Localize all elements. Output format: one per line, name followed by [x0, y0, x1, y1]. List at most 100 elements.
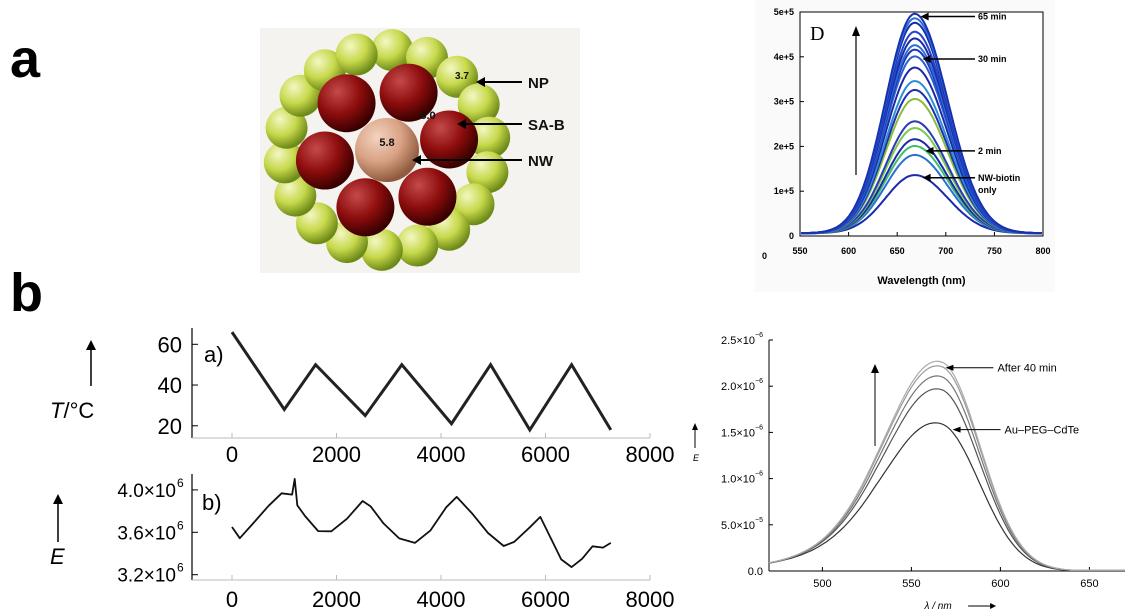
chart-d-annotation-arrowhead [922, 55, 931, 64]
temp-y-axis-symbol: T [50, 398, 65, 423]
chart-d-x-axis-label: Wavelength (nm) [877, 275, 966, 287]
chart-d-y-tick-label: 5e+5 [774, 7, 794, 17]
temp-y-tick-label: 40 [158, 373, 182, 398]
chart-d-annotation-arrowhead [925, 146, 934, 155]
temp-y-tick-label: 20 [158, 414, 182, 439]
temp-panel-label: a) [204, 342, 224, 367]
peg-y-axis-label: E [693, 453, 700, 463]
chart-d-annotation: 30 min [978, 54, 1007, 64]
chart-d-y-tick-label: 1e+5 [774, 186, 794, 196]
sab-sphere [379, 63, 438, 122]
peg-y-tick-label: 5.0×10 [721, 520, 755, 532]
np-sphere [274, 174, 317, 217]
np-sphere [360, 228, 403, 271]
nw-arrow [412, 155, 522, 165]
np-size-label: 3.7 [455, 71, 469, 82]
peg-y-tick-label: 0.0 [748, 566, 763, 578]
peg-series-curve [768, 375, 1125, 571]
peg-y-tick-exponent: −6 [755, 471, 763, 478]
temp-y-tick-label: 60 [158, 332, 182, 357]
sab-sphere [317, 74, 376, 133]
sab-sphere [336, 178, 395, 237]
peg-y-tick-exponent: −5 [755, 517, 763, 524]
peg-y-tick-exponent: −6 [755, 378, 763, 385]
peg-y-tick-label: 1.5×10 [721, 427, 755, 439]
temp-x-tick-label: 4000 [417, 442, 466, 467]
sab-sphere [295, 131, 354, 190]
nw-size-label: 5.8 [379, 137, 394, 149]
emission-series-line [231, 478, 612, 568]
np-sphere [466, 151, 509, 194]
chart-emission: 3.2×10 63.6×10 64.0×10 60 2000 4000 6000 8000b)… [50, 474, 674, 612]
chart-d-x-tick-label: 800 [1035, 246, 1050, 256]
emission-y-arrowhead [53, 494, 63, 504]
peg-y-tick-label: 1.0×10 [721, 474, 755, 486]
peg-y-tick-label: 2.0×10 [721, 381, 755, 393]
chart-d-series-curve [801, 12, 1043, 235]
temp-y-axis-label: T/°C [50, 398, 94, 423]
nw-label: NW [528, 153, 554, 170]
np-sphere [457, 83, 500, 126]
chart-d-increase-arrowhead [852, 26, 860, 36]
panel-letter-a: a [10, 29, 41, 89]
temp-x-tick-label: 6000 [521, 442, 570, 467]
temp-x-tick-label: 0 [226, 442, 238, 467]
sab-arrow [457, 119, 522, 129]
emission-y-axis-label: E [50, 544, 65, 569]
chart-spectra-d: 0 1e+5 2e+5 3e+5 4e+5 5e+5 550 600 650 700 750 800 0… [755, 0, 1055, 292]
np-sphere [335, 33, 378, 76]
sab-label: SA-B [528, 117, 565, 134]
peg-x-axis-label: λ / nm [924, 601, 952, 612]
chart-d-annotation: only [978, 185, 997, 195]
emission-y-tick-exponent: 6 [177, 561, 184, 575]
chart-d-x-tick-label: 750 [987, 246, 1002, 256]
sab-size-label: 5.0 [420, 110, 435, 122]
nanowire-core [355, 118, 419, 182]
np-sphere [371, 29, 414, 72]
emission-y-tick-exponent: 6 [177, 518, 184, 532]
peg-x-tick-label: 650 [1080, 578, 1098, 590]
temp-y-arrowhead [86, 340, 96, 350]
np-sphere [263, 141, 306, 184]
emission-y-tick-label: 3.6×10 [117, 523, 176, 544]
np-sphere [468, 116, 511, 159]
peg-y-tick-exponent: −6 [755, 424, 763, 431]
temp-x-tick-label: 8000 [626, 442, 675, 467]
peg-annotation-arrowhead [952, 426, 961, 433]
chart-d-annotation: 65 min [978, 11, 1007, 21]
nanowire-schematic: 5.8 5.0 3.7 NP SA-B NW [260, 28, 580, 273]
chart-temperature: 20 40 60 0 2000 4000 6000 8000 a) T/°C [50, 328, 675, 467]
chart-d-y-tick-label: 3e+5 [774, 97, 794, 107]
np-arrow [476, 77, 522, 87]
chart-d-x-tick-label: 550 [792, 246, 807, 256]
peg-series-curve [768, 360, 1125, 571]
chart-d-annotation-arrowhead [920, 12, 929, 21]
chart-d-annotation: 2 min [978, 146, 1002, 156]
chart-d-y-tick-label: 0 [789, 231, 794, 241]
peg-series-curve [768, 422, 1125, 571]
panel-letter-b: b [10, 263, 43, 323]
peg-increase-arrowhead [871, 364, 879, 373]
peg-annotation: Au–PEG–CdTe [1005, 425, 1080, 437]
chart-d-y-tick-label: 2e+5 [774, 141, 794, 151]
emission-x-tick-label: 0 [226, 587, 238, 612]
peg-y-tick-label: 2.5×10 [721, 335, 755, 347]
temp-series-line [230, 331, 613, 433]
chart-d-panel-label: D [810, 23, 824, 45]
emission-y-tick-exponent: 6 [177, 476, 184, 490]
temp-y-axis-unit: /°C [63, 398, 94, 423]
chart-d-x-tick-label: 700 [938, 246, 953, 256]
peg-x-tick-label: 550 [902, 578, 920, 590]
emission-x-tick-label: 6000 [521, 587, 570, 612]
np-sphere [396, 224, 439, 267]
np-label: NP [528, 75, 549, 92]
chart-d-x-tick-label: 600 [841, 246, 856, 256]
peg-x-tick-label: 600 [991, 578, 1009, 590]
chart-d-extra-label: 0 [762, 251, 767, 261]
emission-y-tick-label: 4.0×10 [117, 481, 176, 502]
emission-y-tick-label: 3.2×10 [117, 566, 176, 587]
chart-d-annotation: NW-biotin [978, 173, 1020, 183]
chart-d-annotation-arrowhead [922, 173, 931, 182]
chart-spectra-peg: 0.05.0×10 −51.0×10 −61.5×10 −62.0×10 −62.5×1… [692, 332, 1125, 612]
sab-sphere [398, 167, 457, 226]
